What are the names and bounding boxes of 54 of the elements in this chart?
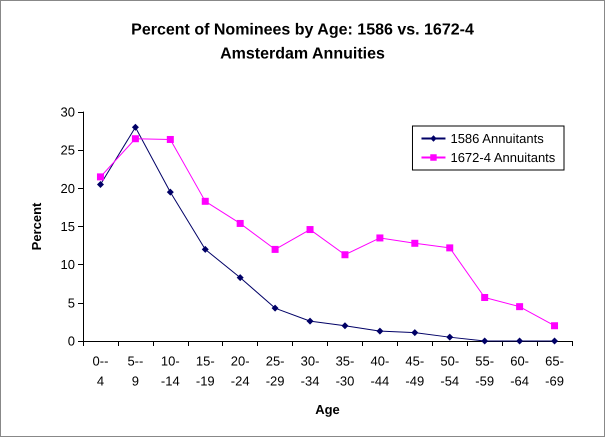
x-tick-label: 40- -44 [370,354,390,388]
point [516,303,524,310]
point [551,322,558,330]
point [376,234,384,242]
x-tick-label: 50- -54 [440,354,460,388]
point [411,240,418,247]
y-tick-label: 5 [68,295,75,310]
point [132,124,139,131]
y-tick-label: 0 [68,334,75,348]
point [341,322,348,330]
x-axis-title: Age [315,402,340,417]
x-tick-label: 20- -24 [230,354,250,388]
point [306,226,314,234]
point [166,188,174,196]
point [202,198,209,205]
legend-label: 1672-4 Annuitants [450,150,556,165]
point [411,329,418,336]
point [272,246,279,253]
point [96,173,104,180]
y-tick-label: 25 [60,142,75,158]
y-axis-title: Percent [29,202,44,250]
point [446,334,454,341]
x-tick-label: 30- -34 [300,354,320,388]
legend-label: 1586 Annuitants [450,131,544,146]
point [236,220,244,227]
x-tick-label: 60- -64 [510,354,530,388]
x-tick-label: 55- -59 [475,354,494,388]
x-tick-label: 25- -29 [266,354,285,388]
y-tick-label: 10 [60,257,75,272]
x-tick-label: 5-- 9 [127,354,144,388]
y-tick-label: 20 [60,180,75,196]
point [481,294,488,301]
point [481,338,488,344]
point [96,181,104,188]
point [272,304,279,312]
point [516,338,524,344]
point [132,135,139,142]
x-tick-label: 65- -69 [545,354,564,388]
point [376,328,384,335]
point [341,251,348,258]
x-tick-label: 35- -30 [336,354,354,388]
point [236,274,244,282]
point [306,318,314,325]
point [446,244,454,252]
x-tick-label: 45- -49 [405,354,424,388]
point [551,338,558,344]
chart-title: Percent of Nominees by Age: 1586 vs. 1672-4 Amsterdam Annuities [131,22,474,62]
x-tick-label: 15- -19 [196,354,215,388]
y-tick-label: 30 [60,104,75,120]
x-tick-label: 10- -14 [160,354,180,388]
point [202,246,209,253]
x-tick-label: 0-- 4 [92,354,108,388]
point [166,136,174,143]
y-tick-label: 15 [60,219,75,234]
